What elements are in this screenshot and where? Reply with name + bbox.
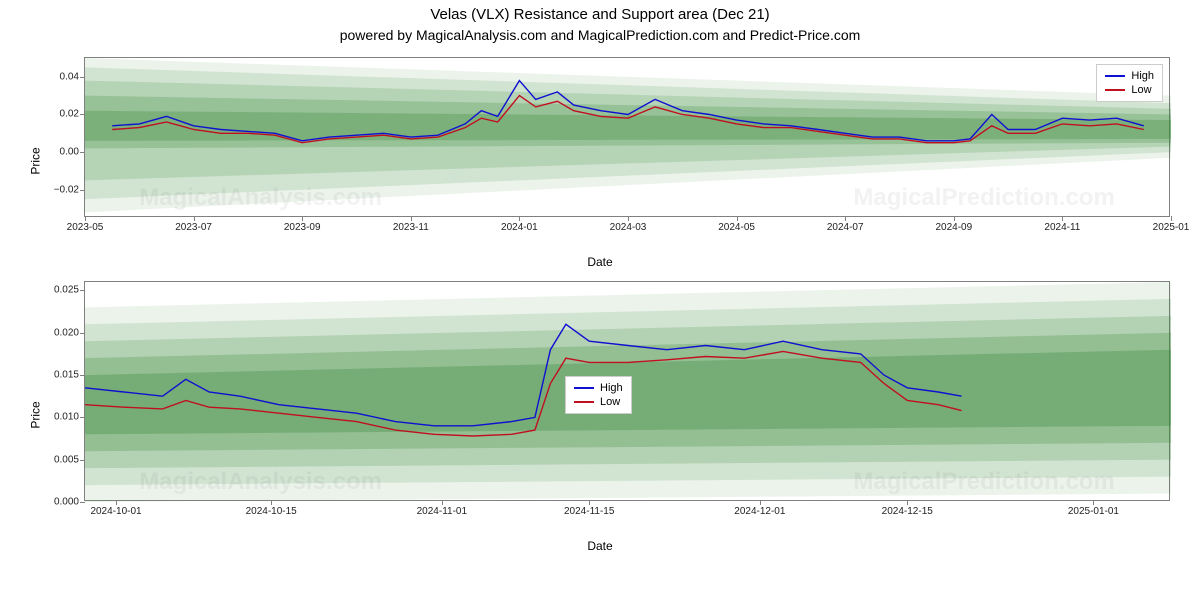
legend-swatch <box>1105 89 1125 91</box>
ylabel-bottom: Price <box>29 401 43 428</box>
legend-top: High Low <box>1096 64 1163 102</box>
chart-subtitle: powered by MagicalAnalysis.com and Magic… <box>0 23 1200 47</box>
chart-svg-top <box>85 58 1171 218</box>
legend-swatch <box>574 401 594 403</box>
legend-row: High <box>1105 69 1154 83</box>
chart-bottom: Price MagicalAnalysis.com MagicalPredict… <box>20 275 1180 555</box>
legend-label: Low <box>600 396 620 408</box>
legend-label: High <box>1131 70 1154 82</box>
legend-swatch <box>574 387 594 389</box>
legend-label: Low <box>1131 84 1151 96</box>
chart-top: Price MagicalAnalysis.com MagicalPredict… <box>20 51 1180 271</box>
plot-area-top: MagicalAnalysis.com MagicalPrediction.co… <box>84 57 1170 217</box>
xlabel-bottom: Date <box>587 539 612 553</box>
legend-bottom: High Low <box>565 376 632 414</box>
chart-title: Velas (VLX) Resistance and Support area … <box>0 0 1200 23</box>
legend-row: Low <box>574 395 623 409</box>
legend-row: High <box>574 381 623 395</box>
legend-row: Low <box>1105 83 1154 97</box>
legend-label: High <box>600 382 623 394</box>
plot-area-bottom: MagicalAnalysis.com MagicalPrediction.co… <box>84 281 1170 501</box>
xlabel-top: Date <box>587 255 612 269</box>
ylabel-top: Price <box>29 147 43 174</box>
legend-swatch <box>1105 75 1125 77</box>
